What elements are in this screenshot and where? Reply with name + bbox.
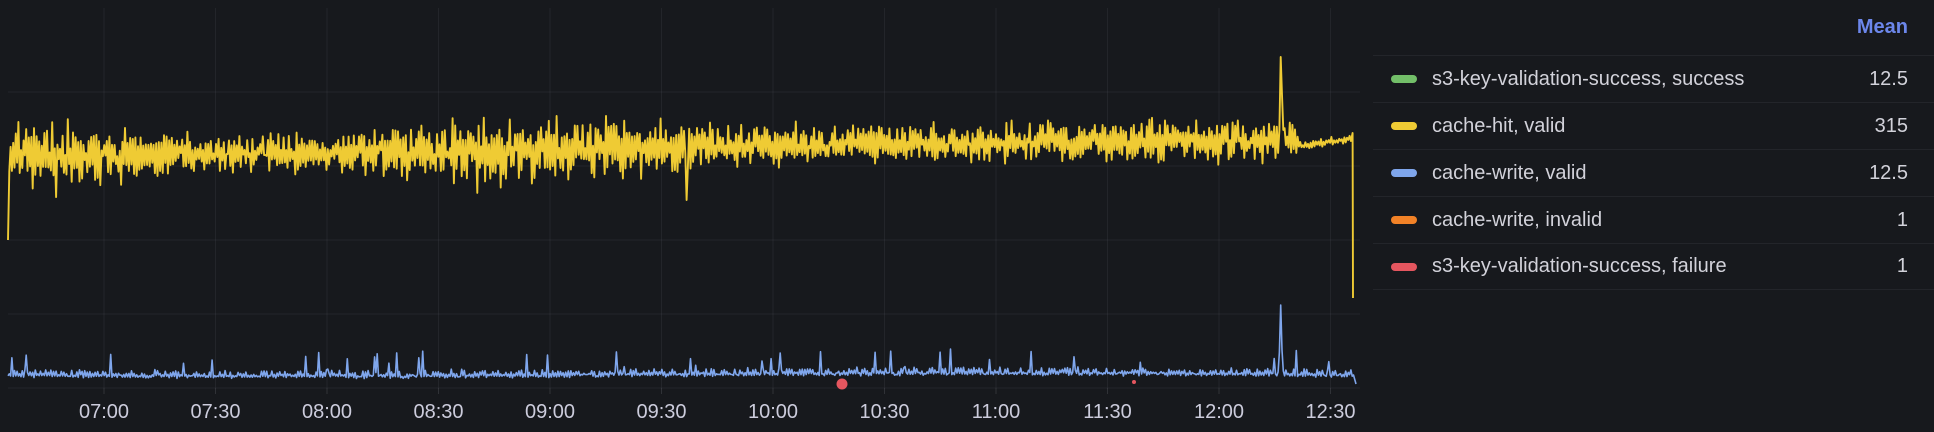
- x-axis-tick-label: 09:00: [525, 401, 575, 423]
- x-axis-tick-label: 12:30: [1305, 401, 1355, 423]
- series-label[interactable]: cache-write, valid: [1432, 161, 1587, 184]
- series-color-swatch: [1391, 169, 1417, 177]
- series-point-marker-failure[interactable]: [836, 378, 848, 390]
- x-axis-tick-label: 10:30: [859, 401, 909, 423]
- series-color-swatch: [1391, 262, 1417, 271]
- timeseries-chart[interactable]: 07:00 07:30 08:00 08:30 09:00 09:30 10:00 10:30…: [0, 0, 1380, 432]
- series-label[interactable]: s3-key-validation-success, failure: [1432, 255, 1727, 277]
- legend-row[interactable]: s3-key-validation-success, success 12.5: [1373, 55, 1934, 102]
- x-axis-tick-label: 11:00: [972, 401, 1021, 423]
- x-axis-tick-label: 08:00: [302, 401, 352, 423]
- x-axis-tick-label: 07:00: [79, 401, 129, 423]
- x-axis-tick-label: 07:30: [190, 401, 240, 423]
- series-line-cache-write-valid[interactable]: [7, 304, 1357, 385]
- x-axis-tick-label: 09:30: [636, 401, 686, 423]
- series-label[interactable]: cache-write, invalid: [1432, 208, 1603, 231]
- series-color-swatch: [1391, 216, 1417, 224]
- series-label[interactable]: s3-key-validation-success, success: [1432, 67, 1745, 90]
- legend-mean-header[interactable]: Mean: [1856, 16, 1908, 38]
- legend-row[interactable]: cache-write, invalid 1: [1373, 196, 1934, 243]
- legend-row[interactable]: s3-key-validation-success, failure 1: [1373, 243, 1934, 290]
- x-axis-tick-label: 10:00: [748, 401, 798, 423]
- legend-row[interactable]: cache-hit, valid 315: [1373, 102, 1934, 149]
- series-mean-value: 12.5: [1869, 161, 1908, 184]
- series-mean-value: 1: [1896, 208, 1908, 231]
- series-color-swatch: [1391, 122, 1417, 130]
- series-point-marker-failure[interactable]: [1132, 380, 1136, 384]
- x-axis-tick-label: 11:30: [1083, 401, 1132, 423]
- x-axis-tick-label: 08:30: [413, 401, 463, 423]
- x-axis-tick-label: 12:00: [1194, 401, 1244, 423]
- series-label[interactable]: cache-hit, valid: [1432, 114, 1566, 137]
- series-color-swatch: [1391, 75, 1417, 83]
- series-mean-value: 1: [1896, 255, 1908, 277]
- legend-row[interactable]: cache-write, valid 12.5: [1373, 149, 1934, 196]
- series-line-cache-hit-valid[interactable]: [7, 56, 1354, 299]
- legend-table: Mean s3-key-validation-success, success …: [1373, 0, 1934, 432]
- series-mean-value: 12.5: [1869, 67, 1908, 90]
- series-mean-value: 315: [1874, 114, 1908, 137]
